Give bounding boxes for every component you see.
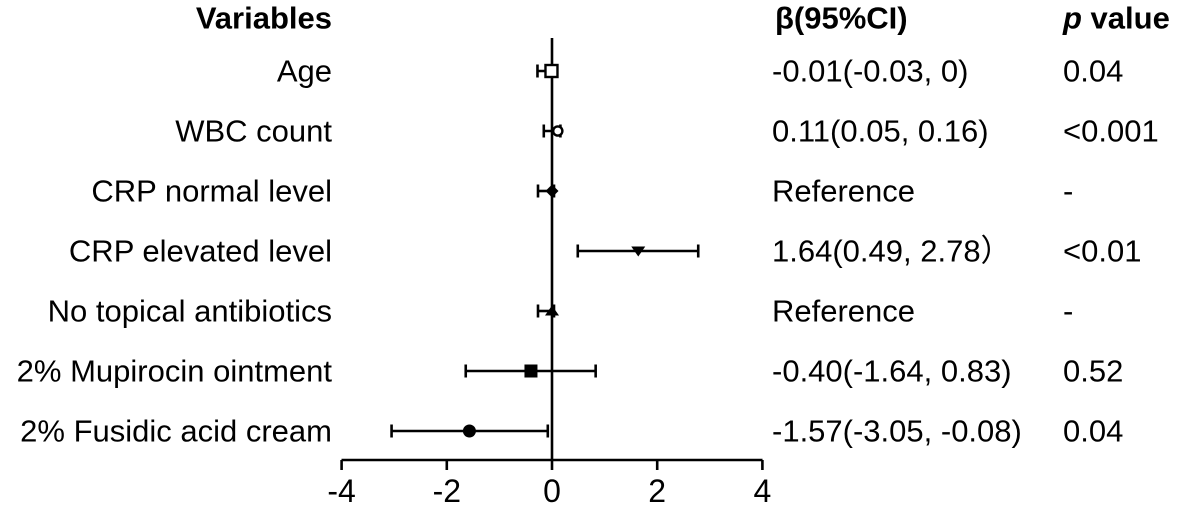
row-label: 2% Fusidic acid cream — [20, 413, 332, 449]
beta-ci-header: β(95%CI) — [775, 0, 908, 36]
marker-triangle-down-filled — [631, 246, 646, 257]
p-value: <0.01 — [1063, 233, 1142, 269]
p-value: - — [1063, 293, 1074, 329]
row-label: CRP normal level — [91, 173, 332, 209]
x-tick-label: -2 — [432, 473, 462, 509]
marker-diamond-filled — [545, 184, 559, 198]
p-header-rest: value — [1081, 0, 1170, 36]
x-tick-label: -4 — [327, 473, 356, 509]
beta-ci-value: -0.40(-1.64, 0.83) — [772, 353, 1012, 389]
marker-circle-filled — [462, 424, 476, 438]
row-label: No topical antibiotics — [47, 293, 332, 329]
marker-square-filled — [524, 364, 538, 378]
p-value: 0.04 — [1063, 413, 1124, 449]
beta-ci-value: -0.01(-0.03, 0) — [772, 53, 969, 89]
p-value: <0.001 — [1063, 113, 1159, 149]
row-label: 2% Mupirocin ointment — [16, 353, 332, 389]
row-label: WBC count — [175, 113, 332, 149]
p-italic-letter: p — [1063, 0, 1082, 36]
p-value-header: p value — [1063, 3, 1170, 34]
x-tick-label: 0 — [543, 473, 561, 509]
beta-ci-value: 1.64(0.49, 2.78） — [772, 233, 1012, 269]
row-label: Age — [276, 53, 332, 89]
p-value: 0.04 — [1063, 53, 1124, 89]
marker-circle-open — [551, 125, 564, 137]
row-label: CRP elevated level — [68, 233, 332, 269]
p-value: 0.52 — [1063, 353, 1124, 389]
beta-ci-value: Reference — [772, 293, 916, 329]
x-tick-label: 2 — [648, 473, 667, 509]
variables-header: Variables — [195, 0, 332, 36]
beta-ci-value: -1.57(-3.05, -0.08) — [772, 413, 1022, 449]
p-value: - — [1063, 173, 1074, 209]
marker-triangle-up-filled — [545, 305, 559, 316]
beta-ci-value: 0.11(0.05, 0.16) — [772, 113, 989, 149]
marker-square-open — [544, 63, 559, 79]
beta-ci-value: Reference — [772, 173, 916, 209]
x-tick-label: 4 — [753, 473, 772, 509]
